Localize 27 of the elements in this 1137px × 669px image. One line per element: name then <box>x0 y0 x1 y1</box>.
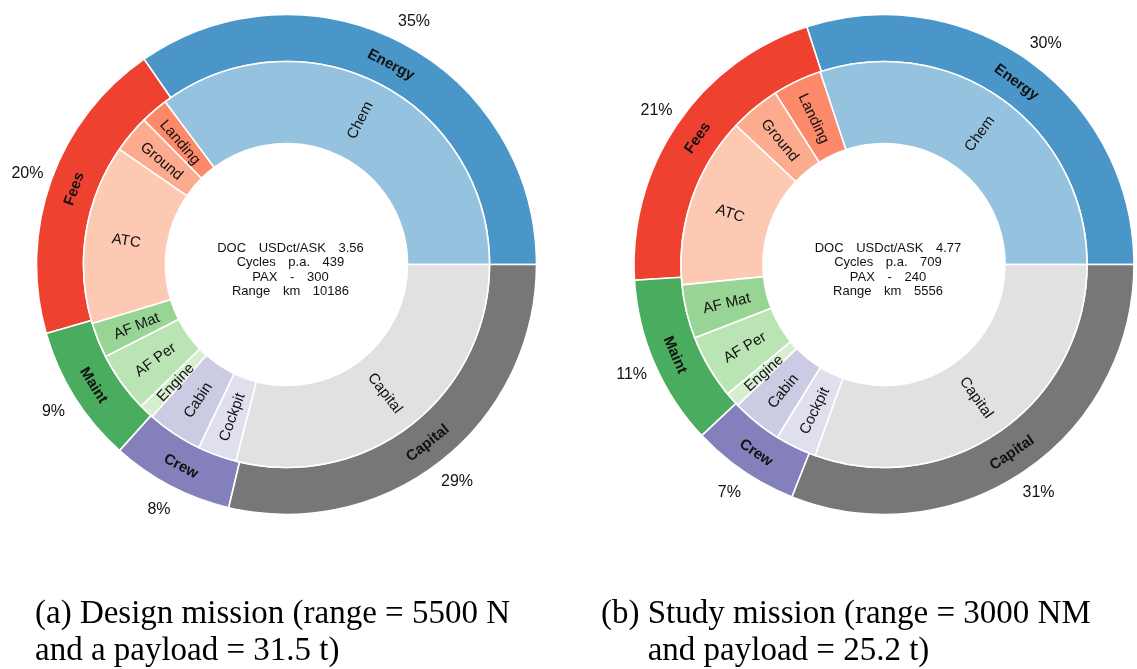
data-label: 7% <box>717 483 741 501</box>
slice-label: Fees <box>59 169 87 208</box>
text: PAX - 300 <box>252 268 329 284</box>
slice-label: AF Mat <box>110 307 163 342</box>
text: Range km 5556 <box>833 282 943 298</box>
text: PAX - 240 <box>849 268 927 284</box>
data-label: 20% <box>11 163 44 181</box>
slice-label: Crew <box>161 449 202 482</box>
data-label: 29% <box>440 471 474 489</box>
slice-label: ATC <box>110 229 143 251</box>
data-label: 11% <box>616 365 648 383</box>
text: DOC USDct/ASK 4.77 <box>814 239 962 255</box>
data-label: 8% <box>147 499 171 517</box>
text: Cycles p.a. 439 <box>236 253 345 269</box>
data-label: 30% <box>1029 33 1062 51</box>
text: Cycles p.a. 709 <box>834 253 942 269</box>
text: DOC USDct/ASK 3.56 <box>217 239 364 255</box>
text: Range km 10186 <box>231 282 350 298</box>
slice-label: AF Mat <box>700 288 753 317</box>
data-label: 21% <box>640 101 673 119</box>
slice-label: ATC <box>714 199 748 226</box>
data-label: 35% <box>397 12 431 30</box>
text: (a) Design mission (range = 5500 N and a payload = 31.5 t) <box>35 594 511 668</box>
data-label: 31% <box>1022 483 1055 501</box>
text: (b) Study mission (range = 3000 NM and payload = 25.2 t) <box>601 594 1091 668</box>
data-label: 9% <box>41 402 66 420</box>
slice-label: Maint <box>660 333 692 376</box>
